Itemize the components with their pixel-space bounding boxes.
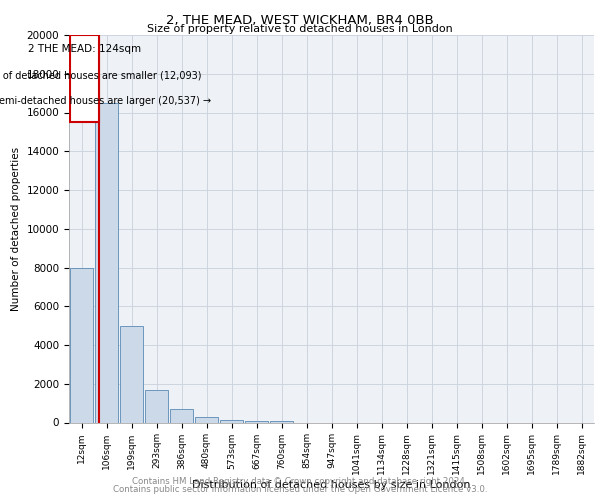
Bar	[269, 420, 293, 422]
Bar	[145, 390, 169, 422]
Bar	[170, 409, 193, 422]
Text: ← 37% of detached houses are smaller (12,093): ← 37% of detached houses are smaller (12…	[0, 70, 202, 81]
Bar	[194, 416, 218, 422]
Text: Contains public sector information licensed under the Open Government Licence v3: Contains public sector information licen…	[113, 485, 487, 494]
Text: Contains HM Land Registry data © Crown copyright and database right 2024.: Contains HM Land Registry data © Crown c…	[132, 477, 468, 486]
Text: 63% of semi-detached houses are larger (20,537) →: 63% of semi-detached houses are larger (…	[0, 96, 211, 106]
Bar	[245, 420, 268, 422]
Y-axis label: Number of detached properties: Number of detached properties	[11, 146, 21, 311]
Bar	[70, 268, 94, 422]
FancyBboxPatch shape	[70, 35, 99, 122]
Bar	[119, 326, 143, 422]
Bar	[95, 103, 118, 422]
Text: Size of property relative to detached houses in London: Size of property relative to detached ho…	[147, 24, 453, 34]
X-axis label: Distribution of detached houses by size in London: Distribution of detached houses by size …	[192, 480, 471, 490]
Text: 2 THE MEAD: 124sqm: 2 THE MEAD: 124sqm	[28, 44, 141, 54]
Text: 2, THE MEAD, WEST WICKHAM, BR4 0BB: 2, THE MEAD, WEST WICKHAM, BR4 0BB	[166, 14, 434, 27]
Bar	[220, 420, 244, 422]
